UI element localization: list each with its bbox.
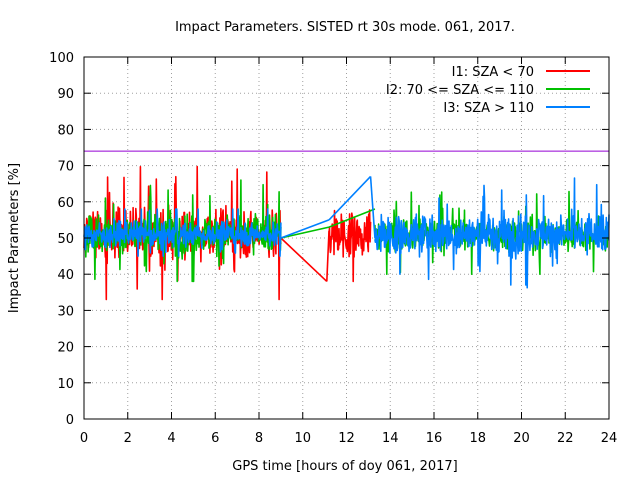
y-tick-label: 80 [57,123,74,138]
legend: I1: SZA < 70 I2: 70 <= SZA <= 110 I3: SZA … [386,65,590,116]
y-tick-label: 100 [49,51,74,66]
x-axis-label: GPS time [hours of doy 061, 2017] [232,459,457,474]
x-tick-label: 6 [211,431,219,446]
series-2-gap-line [328,208,376,228]
series-3-gap-line [369,176,376,239]
y-tick-label: 50 [57,232,74,247]
y-tick-label: 60 [57,196,74,211]
series-3-trace [83,208,282,257]
y-tick-label: 0 [66,413,74,428]
x-tick-label: 16 [426,431,443,446]
x-tick-label: 12 [338,431,355,446]
series-3-trace [374,177,610,289]
series-1-trace [328,209,372,283]
x-tick-label: 20 [513,431,530,446]
legend-label: I1: SZA < 70 [452,65,534,80]
y-tick-label: 90 [57,87,74,102]
x-tick-label: 14 [382,431,399,446]
x-tick-label: 10 [294,431,311,446]
series-1-gap-line [326,230,330,282]
x-tick-label: 8 [255,431,263,446]
legend-label: I2: 70 <= SZA <= 110 [386,83,534,98]
y-tick-label: 70 [57,160,74,175]
x-tick-label: 2 [124,431,132,446]
series-2-gap-line [280,226,330,239]
y-tick-label: 30 [57,304,74,319]
legend-label: I3: SZA > 110 [443,101,534,116]
y-tick-label: 20 [57,341,74,356]
series-layer [83,165,610,301]
y-tick-label: 40 [57,268,74,283]
chart-title: Impact Parameters. SISTED rt 30s mode. 0… [175,20,515,35]
series-1-gap-line [280,237,328,283]
series-3-gap-line [280,219,330,239]
y-axis-label: Impact Parameters [%] [7,163,22,313]
series-2-trace [83,179,282,283]
series-3-gap-line [328,175,372,221]
x-tick-label: 18 [469,431,486,446]
series-3 [83,175,610,289]
x-tick-label: 0 [80,431,88,446]
x-tick-label: 24 [601,431,618,446]
x-tick-label: 22 [557,431,574,446]
x-tick-label: 4 [167,431,175,446]
y-tick-label: 10 [57,377,74,392]
